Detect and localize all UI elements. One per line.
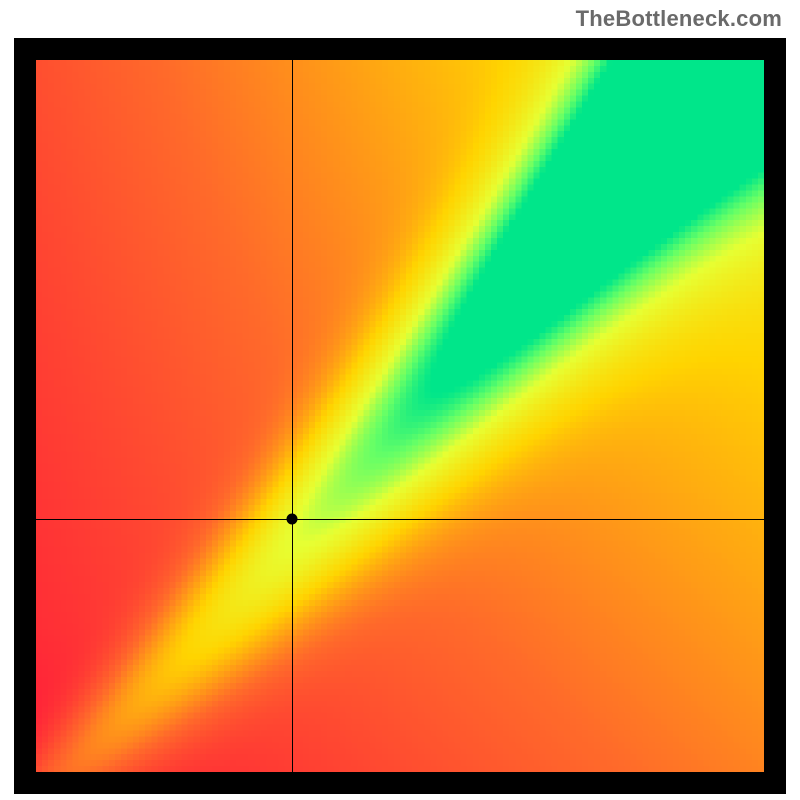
crosshair-marker: [287, 514, 298, 525]
crosshair-vertical: [292, 60, 293, 772]
watermark-text: TheBottleneck.com: [576, 6, 782, 32]
chart-container: TheBottleneck.com: [0, 0, 800, 800]
crosshair-horizontal: [36, 519, 764, 520]
heatmap-canvas: [36, 60, 764, 772]
